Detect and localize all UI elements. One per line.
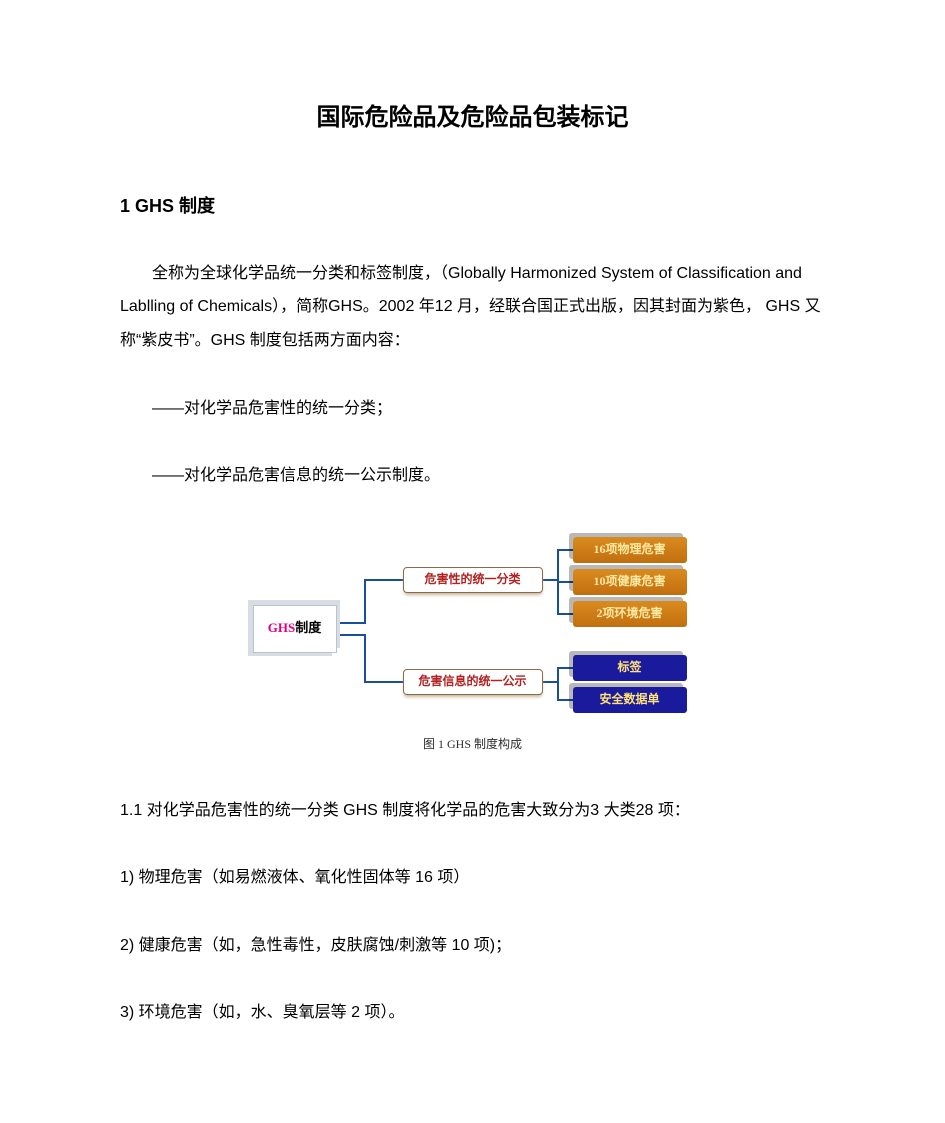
diagram-mid-node-1: 危害性的统一分类 — [403, 567, 543, 593]
section-1-bullet-2: ——对化学品危害信息的统一公示制度。 — [120, 459, 825, 493]
diagram-leaf-label-1: 16项物理危害 — [593, 538, 665, 561]
diagram-root-node: GHS制度 — [253, 605, 337, 653]
diagram-root-text-2: 制度 — [295, 616, 321, 641]
list-item-1: 1) 物理危害（如易燃液体、氧化性固体等 16 项） — [120, 861, 825, 895]
section-1-p1: 全称为全球化学品统一分类和标签制度，（Globally Harmonized S… — [120, 257, 825, 358]
diagram-leaf-label-4: 标签 — [617, 656, 641, 679]
ghs-diagram: GHS制度 危害性的统一分类 危害信息的统一公示 16项物理危害 10项健康危害… — [120, 527, 825, 756]
diagram-leaf-node-4: 标签 — [573, 655, 687, 681]
list-item-2: 2) 健康危害（如，急性毒性，皮肤腐蚀/刺激等 10 项)； — [120, 929, 825, 963]
diagram-leaf-node-5: 安全数据单 — [573, 687, 687, 713]
diagram-leaf-node-2: 10项健康危害 — [573, 569, 687, 595]
diagram-mid-node-2: 危害信息的统一公示 — [403, 669, 543, 695]
diagram-leaf-node-1: 16项物理危害 — [573, 537, 687, 563]
page-title: 国际危险品及危险品包装标记 — [120, 95, 825, 141]
list-item-3: 3) 环境危害（如，水、臭氧层等 2 项）。 — [120, 996, 825, 1030]
diagram-mid-label-2: 危害信息的统一公示 — [418, 670, 526, 693]
diagram-mid-label-1: 危害性的统一分类 — [424, 568, 520, 591]
section-1-bullet-1: ——对化学品危害性的统一分类； — [120, 392, 825, 426]
diagram-leaf-label-2: 10项健康危害 — [593, 570, 665, 593]
section-1-heading: 1 GHS 制度 — [120, 189, 825, 223]
diagram-root-text-1: GHS — [268, 616, 295, 641]
subsection-1-1: 1.1 对化学品危害性的统一分类 GHS 制度将化学品的危害大致分为3 大类28… — [120, 794, 825, 828]
diagram-leaf-node-3: 2项环境危害 — [573, 601, 687, 627]
diagram-caption: 图 1 GHS 制度构成 — [423, 733, 522, 756]
diagram-leaf-label-5: 安全数据单 — [599, 688, 659, 711]
diagram-leaf-label-3: 2项环境危害 — [596, 602, 662, 625]
